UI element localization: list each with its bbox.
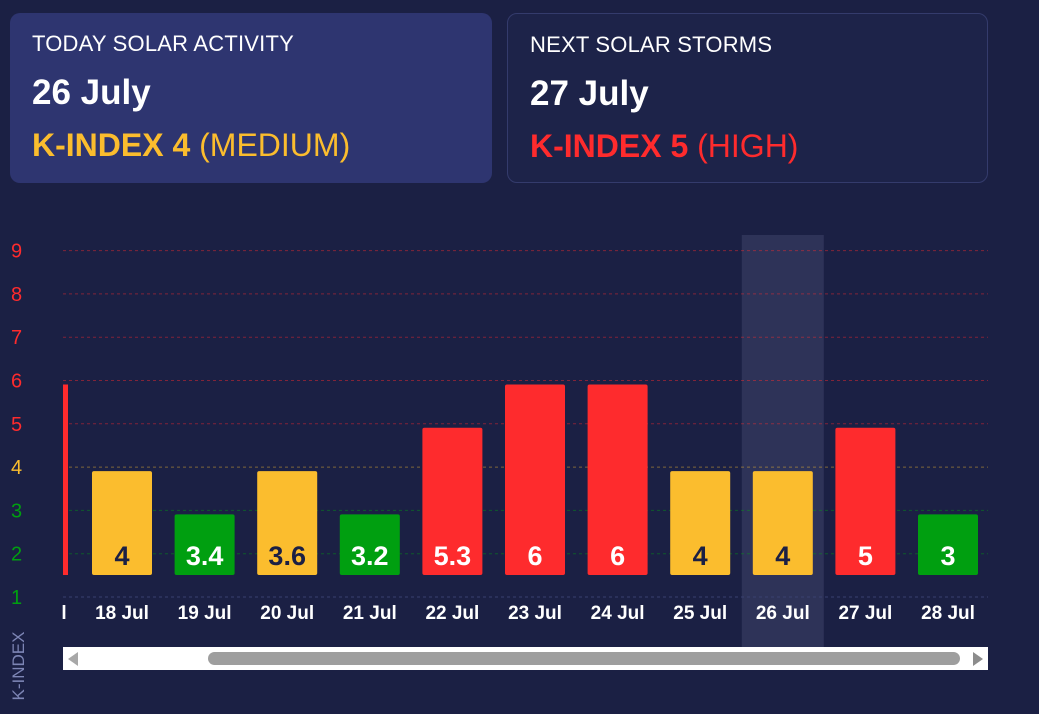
today-date: 26 July [32,73,151,112]
today-kindex-value: K-INDEX 4 [32,127,191,163]
y-tick-label: 3 [11,500,22,522]
y-tick-label: 7 [11,327,22,349]
x-tick-label: 23 Jul [508,603,562,624]
bar-value-label: 4 [775,541,790,571]
y-tick-label: 5 [11,414,22,436]
chart-bar[interactable] [918,514,978,575]
chart-bar[interactable] [92,471,152,575]
bar-value-label: 4 [114,541,129,571]
bar-value-label: 3.4 [186,541,224,571]
scroll-left-arrow-icon[interactable] [68,652,78,666]
x-tick-label: 22 Jul [425,603,479,624]
x-tick-label: 24 Jul [591,603,645,624]
chart-scrollbar[interactable] [63,647,988,670]
y-tick-label: 6 [11,371,22,393]
bar-value-label: 4 [693,541,708,571]
chart-bar[interactable] [505,384,565,576]
bar-value-label: 5.3 [434,541,472,571]
next-kindex-value: K-INDEX 5 [530,128,689,164]
scrollbar-thumb[interactable] [208,652,960,665]
bar-value-label: 6 [610,541,625,571]
x-tick-label: 28 Jul [921,603,975,624]
today-heading: TODAY SOLAR ACTIVITY [32,31,294,56]
bar-value-label: 5 [858,541,873,571]
x-tick-label: 26 Jul [756,603,810,624]
chart-bar[interactable] [339,514,400,575]
chart-bar[interactable] [752,471,813,575]
chart-bar[interactable] [257,471,318,575]
next-date: 27 July [530,74,649,113]
chart-bar[interactable] [422,427,483,575]
today-highlight-column [741,235,824,647]
x-tick-label: 27 Jul [838,603,892,624]
x-tick-label: 21 Jul [343,603,397,624]
today-kindex-level: (MEDIUM) [199,127,351,163]
bar-value-label: 3.6 [268,541,306,571]
next-storms-card: NEXT SOLAR STORMS 27 July K-INDEX 5 (HIG… [507,13,988,183]
x-tick-label: 19 Jul [178,603,232,624]
chart-bar-partial [63,384,68,575]
next-heading: NEXT SOLAR STORMS [530,32,773,57]
x-tick-label: 25 Jul [673,603,727,624]
chart-bar[interactable] [835,427,896,575]
chart-bar[interactable] [587,384,648,576]
y-tick-label: 8 [11,284,22,306]
x-tick-label: 18 Jul [95,603,149,624]
bar-value-label: 3 [940,541,955,571]
x-tick-label: 20 Jul [260,603,314,624]
y-tick-label: 9 [11,241,22,263]
bar-value-label: 3.2 [351,541,389,571]
next-kindex-line: K-INDEX 5 (HIGH) [530,128,965,165]
x-tick-partial: l [61,603,66,624]
y-tick-label: 2 [11,544,22,566]
y-tick-label: 4 [11,457,22,479]
today-kindex-line: K-INDEX 4 (MEDIUM) [32,127,470,164]
kindex-bar-chart: 1 2 3 4 5 6 7 8 9 4 3.4 3.6 3.2 5.3 6 6 4 4 5 3 l 18 Jul 19 … [9,235,988,701]
next-kindex-level: (HIGH) [697,128,799,164]
chart-bar[interactable] [174,514,235,575]
today-activity-card: TODAY SOLAR ACTIVITY 26 July K-INDEX 4 (… [10,13,492,183]
chart-bar[interactable] [670,471,731,575]
y-tick-label: 1 [11,587,22,609]
y-axis-label: K-INDEX [9,632,28,701]
bar-value-label: 6 [527,541,542,571]
scroll-right-arrow-icon[interactable] [973,652,983,666]
